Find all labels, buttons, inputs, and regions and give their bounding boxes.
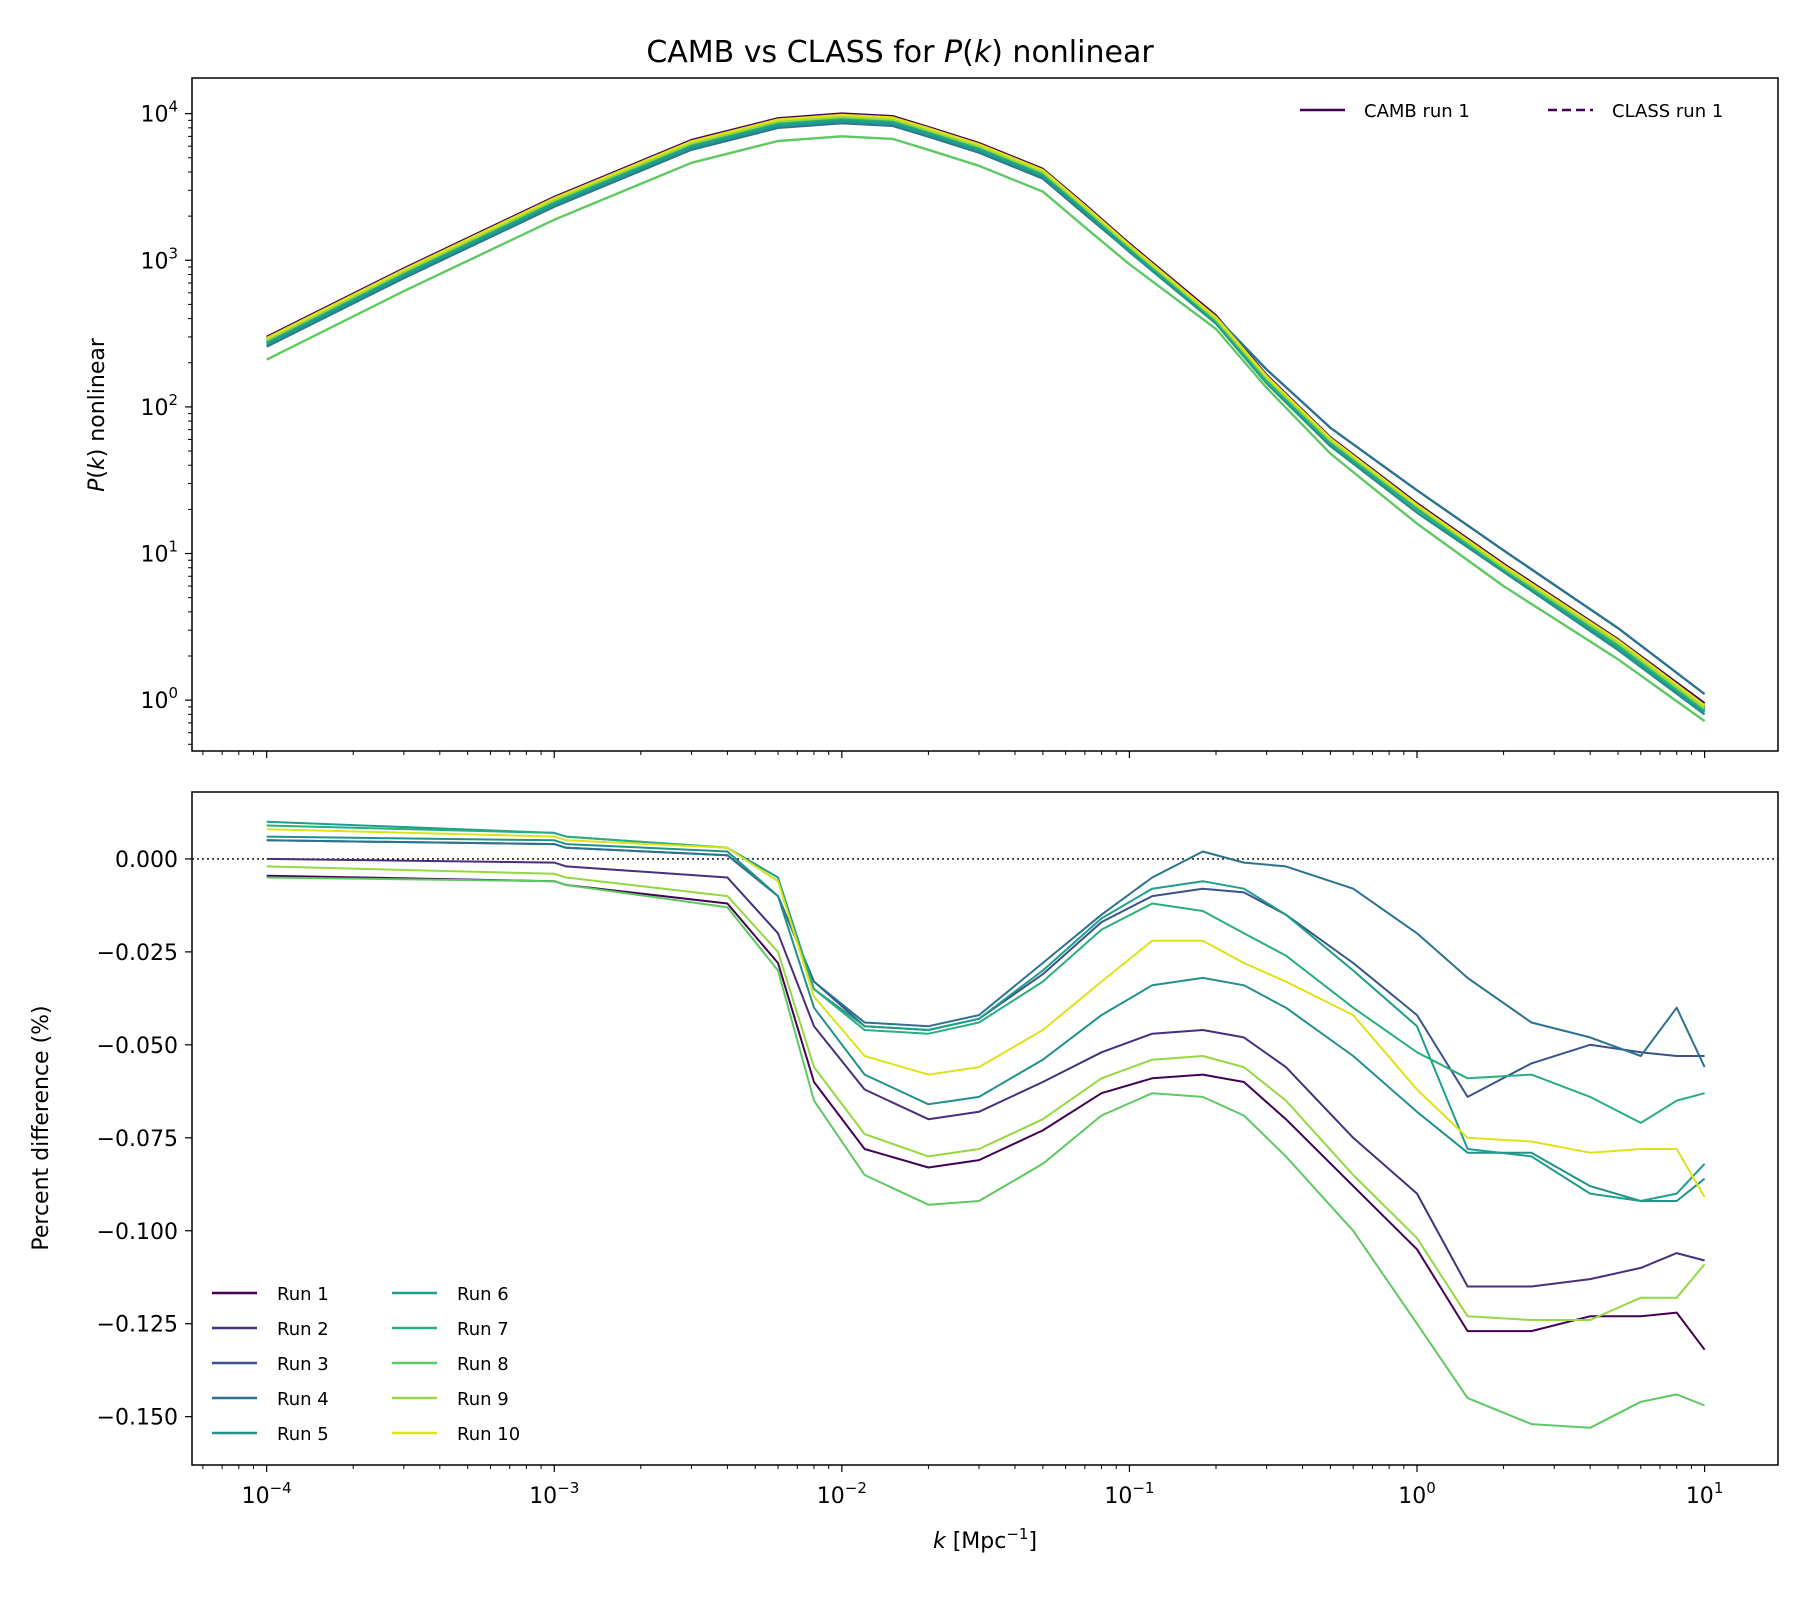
- bottom-panel: 10−4 10−3 10−2 10−1 100 101 0.000 −0.025 −0.050 −…: [29, 791, 1779, 1554]
- top-plot-frame: [191, 77, 1779, 752]
- top-series-group: [266, 112, 1706, 723]
- y-tick-label: 101: [140, 538, 178, 568]
- legend-label-run-10: Run 10: [457, 1424, 520, 1445]
- y-tick-label: 0.000: [115, 848, 178, 873]
- top-series-line-run-8: [266, 135, 1706, 723]
- legend-label-run-7: Run 7: [457, 1319, 509, 1340]
- top-legend: CAMB run 1 CLASS run 1: [1300, 101, 1723, 122]
- y-tick-label: 102: [140, 391, 178, 421]
- legend-label-run-4: Run 4: [277, 1389, 329, 1410]
- bottom-series-group: [266, 820, 1706, 1429]
- top-y-axis-label: P(k) nonlinear: [85, 337, 110, 492]
- legend-label-run-5: Run 5: [277, 1424, 329, 1445]
- bottom-ticks-group: 10−4 10−3 10−2 10−1 100 101 0.000 −0.025 −0.050 −…: [97, 848, 1724, 1509]
- legend-label-run-6: Run 6: [457, 1284, 509, 1305]
- top-series-line-run-1: [266, 112, 1706, 705]
- top-series-line-run-9: [266, 115, 1706, 710]
- bottom-series-line-run-3: [266, 839, 1705, 1098]
- legend-label-run-2: Run 2: [277, 1319, 329, 1340]
- bottom-series-line-run-7: [266, 824, 1705, 1124]
- y-tick-label: −0.075: [97, 1127, 178, 1152]
- x-tick-label: 10−2: [817, 1479, 867, 1509]
- top-series-line-run-2: [266, 114, 1706, 708]
- bottom-series-line-run-4: [266, 839, 1706, 1068]
- bottom-plot-frame: [191, 791, 1779, 1466]
- y-tick-label: 103: [140, 244, 178, 274]
- top-series-line-run-3: [266, 117, 1706, 710]
- y-tick-label: −0.025: [97, 941, 178, 966]
- x-tick-label: 10−3: [529, 1479, 579, 1509]
- legend-label-run-9: Run 9: [457, 1389, 509, 1410]
- top-series-line-run-5: [266, 120, 1706, 716]
- y-tick-label: 104: [140, 98, 178, 128]
- top-series-line-run-4: [266, 121, 1706, 696]
- bottom-legend: Run 1 Run 2 Run 3 Run 4 Run 5 Run 6 Run 7 Run 8…: [212, 1284, 520, 1445]
- bottom-series-line-run-5: [266, 835, 1706, 1202]
- bottom-series-line-run-1: [266, 874, 1706, 1351]
- bottom-series-line-run-8: [266, 876, 1705, 1429]
- top-series-line-run-7: [266, 117, 1706, 712]
- y-tick-label: −0.125: [97, 1313, 178, 1338]
- legend-label-run-8: Run 8: [457, 1354, 509, 1375]
- top-series-line-run-10: [266, 113, 1706, 707]
- top-ticks-group: 100 101 102 103 104: [140, 98, 1706, 758]
- chart-title: CAMB vs CLASS for P(k) nonlinear: [646, 35, 1154, 70]
- y-tick-label: −0.050: [97, 1034, 178, 1059]
- x-tick-label: 10−1: [1104, 1479, 1154, 1509]
- x-tick-label: 101: [1686, 1479, 1724, 1509]
- y-tick-label: −0.100: [97, 1220, 178, 1245]
- bottom-series-line-run-10: [266, 828, 1706, 1198]
- y-tick-label: −0.150: [97, 1406, 178, 1431]
- legend-label-class: CLASS run 1: [1612, 101, 1723, 122]
- x-tick-label: 10−4: [242, 1479, 292, 1509]
- y-tick-label: 100: [140, 684, 178, 714]
- bottom-y-axis-label: Percent difference (%): [29, 1005, 54, 1250]
- bottom-series-line-run-9: [266, 865, 1706, 1321]
- bottom-series-line-run-6: [266, 820, 1706, 1202]
- top-series-line-run-6: [266, 119, 1706, 713]
- x-tick-label: 100: [1398, 1479, 1436, 1509]
- top-panel: 100 101 102 103 104 P(k) nonlinear CAMB run …: [85, 77, 1779, 758]
- legend-label-camb: CAMB run 1: [1364, 101, 1470, 122]
- legend-label-run-3: Run 3: [277, 1354, 329, 1375]
- legend-label-run-1: Run 1: [277, 1284, 329, 1305]
- x-axis-label: k [Mpc−1]: [933, 1525, 1037, 1554]
- bottom-series-line-run-2: [266, 857, 1705, 1288]
